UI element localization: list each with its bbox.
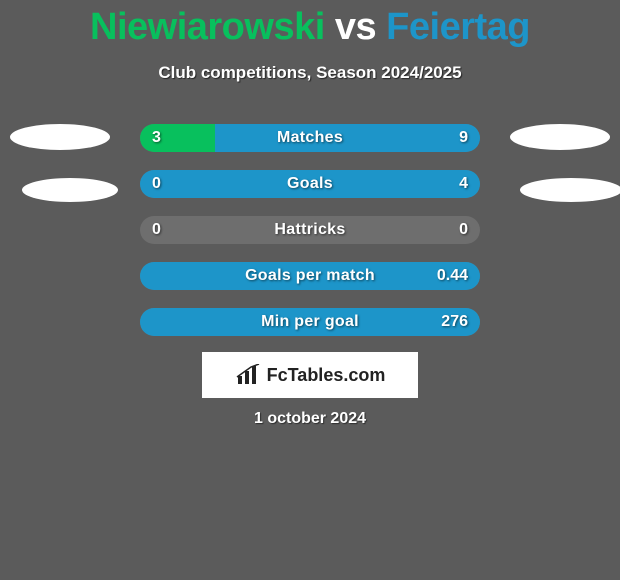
avatar-left-club <box>10 124 110 150</box>
title-player-left: Niewiarowski <box>90 6 325 48</box>
avatar-right-nation <box>520 178 620 202</box>
subtitle: Club competitions, Season 2024/2025 <box>0 63 620 83</box>
stat-row: Goals0 4 <box>140 170 480 198</box>
brand-logo: FcTables.com <box>235 364 386 386</box>
stat-row: Min per goal276 <box>140 308 480 336</box>
stat-value-right: 276 <box>441 308 468 336</box>
stat-label: Hattricks <box>140 216 480 244</box>
stat-row: Matches3 9 <box>140 124 480 152</box>
comparison-card: Niewiarowski vs Feiertag Club competitio… <box>0 0 620 580</box>
stat-value-right: 9 <box>459 124 468 152</box>
title-player-right: Feiertag <box>386 6 530 48</box>
stat-value-left: 0 <box>152 216 161 244</box>
brand-text: FcTables.com <box>267 365 386 386</box>
stat-label: Matches <box>140 124 480 152</box>
snapshot-date: 1 october 2024 <box>0 410 620 428</box>
stat-row: Hattricks0 0 <box>140 216 480 244</box>
page-title: Niewiarowski vs Feiertag <box>0 0 620 49</box>
stat-value-right: 4 <box>459 170 468 198</box>
stat-label: Min per goal <box>140 308 480 336</box>
stat-value-left: 3 <box>152 124 161 152</box>
brand-logo-box: FcTables.com <box>202 352 418 398</box>
stat-label: Goals <box>140 170 480 198</box>
stats-list: Matches39Goals04Hattricks00Goals per mat… <box>140 124 480 354</box>
bar-chart-icon <box>235 364 263 386</box>
stat-value-right: 0.44 <box>437 262 468 290</box>
stat-label: Goals per match <box>140 262 480 290</box>
title-vs: vs <box>335 6 376 48</box>
stat-value-right: 0 <box>459 216 468 244</box>
avatar-left-nation <box>22 178 118 202</box>
avatar-right-club <box>510 124 610 150</box>
stat-value-left: 0 <box>152 170 161 198</box>
stat-row: Goals per match0.44 <box>140 262 480 290</box>
